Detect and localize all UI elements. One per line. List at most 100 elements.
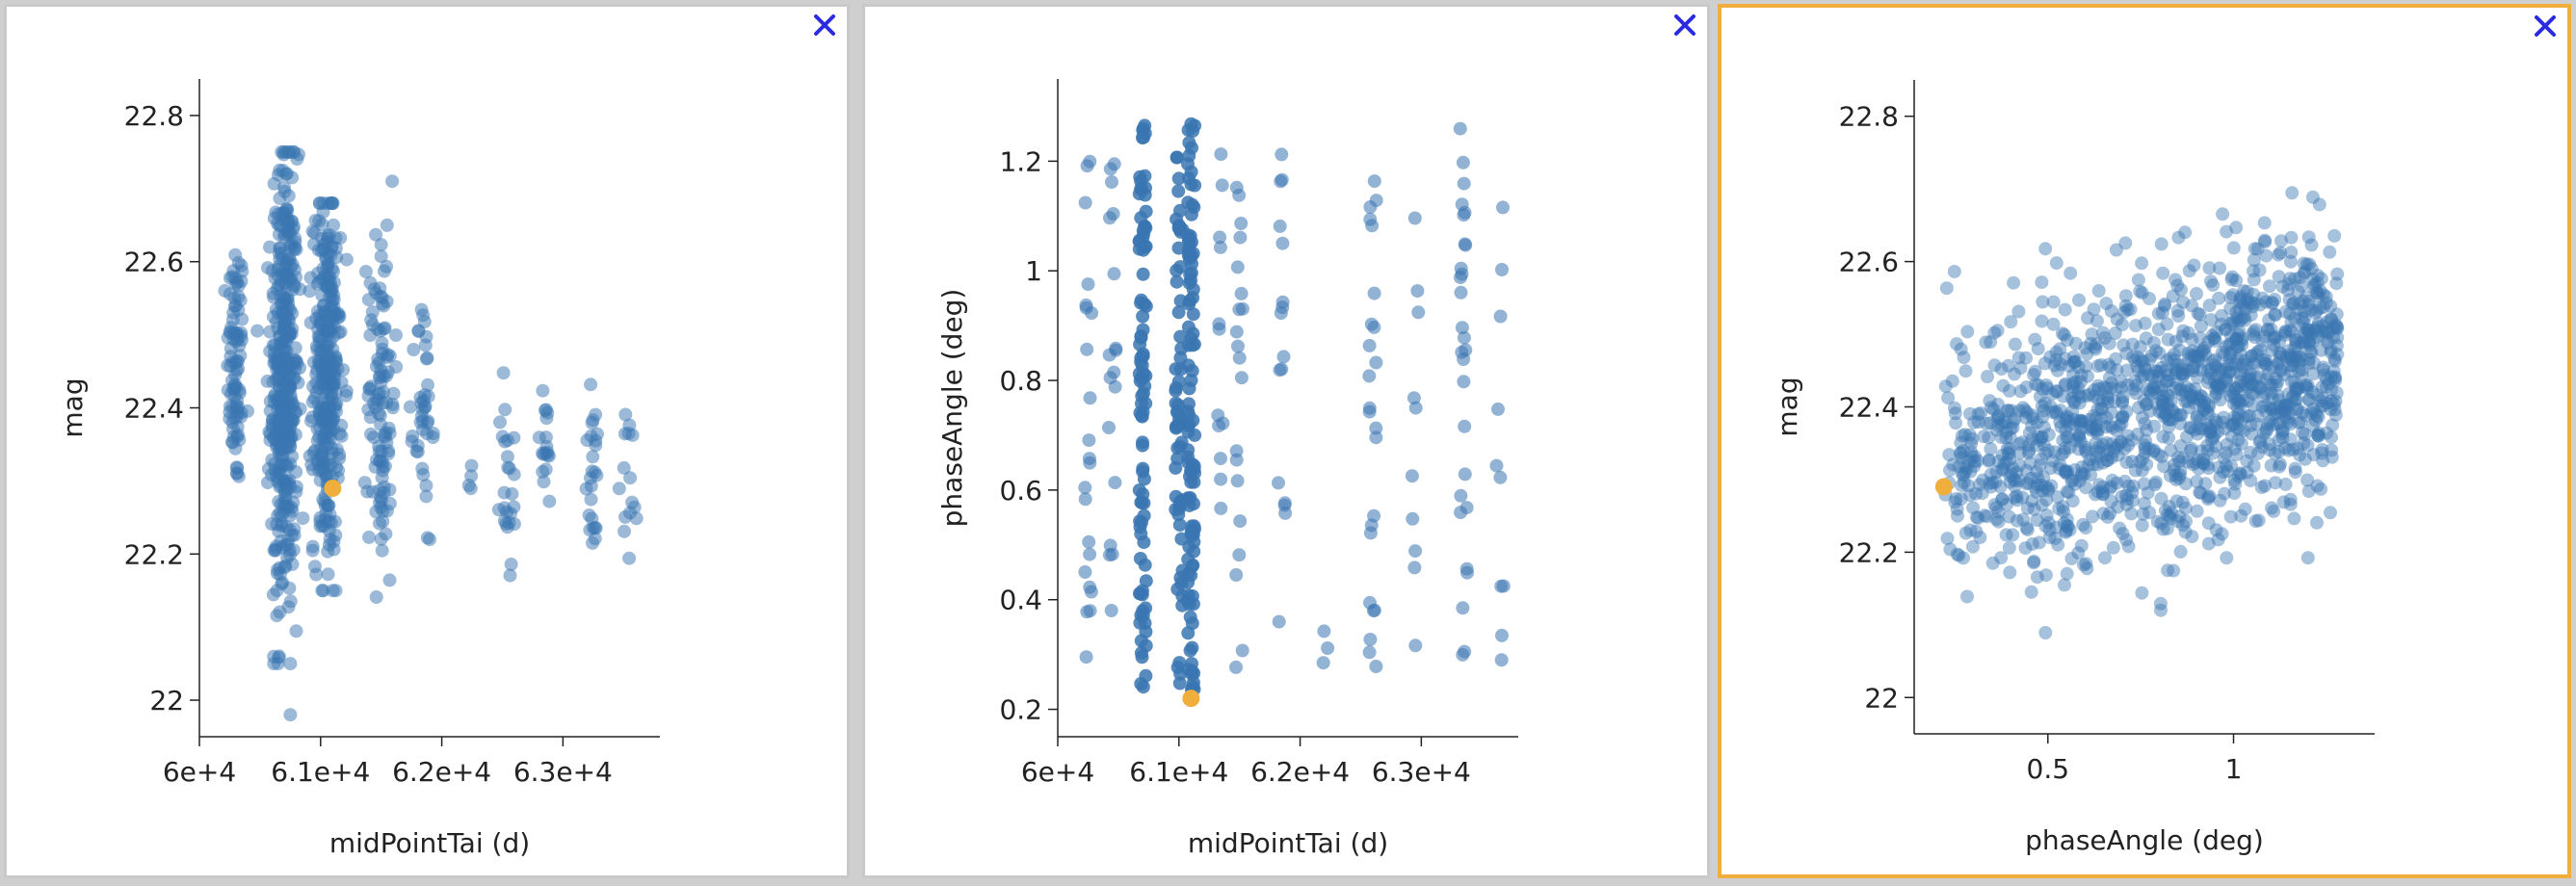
data-point xyxy=(1102,421,1116,434)
data-point xyxy=(2244,296,2258,310)
data-point xyxy=(503,568,517,583)
data-point xyxy=(1984,416,1998,430)
data-point xyxy=(2234,367,2247,380)
data-point xyxy=(1214,472,1228,486)
data-point xyxy=(1456,647,1470,662)
highlighted-point[interactable] xyxy=(324,479,342,497)
data-point xyxy=(585,464,599,479)
data-point xyxy=(1134,495,1148,509)
data-point xyxy=(2301,335,2316,350)
data-point xyxy=(2103,360,2117,375)
scatter-plot-phaseangle-vs-midpointtai[interactable]: 0.20.40.60.811.26e+4 6.1e+4 6.2e+4 6.3e+4mi… xyxy=(865,7,1713,881)
data-point xyxy=(2120,302,2135,317)
data-point xyxy=(2067,394,2082,408)
data-point xyxy=(2278,477,2293,491)
data-point xyxy=(2292,364,2306,378)
data-point xyxy=(2277,327,2292,342)
data-point xyxy=(2163,469,2177,482)
data-point xyxy=(2248,323,2263,337)
data-point xyxy=(2191,453,2205,467)
data-point xyxy=(411,324,426,338)
data-point xyxy=(416,308,431,323)
data-point xyxy=(2289,352,2303,367)
data-point xyxy=(2043,350,2058,364)
data-point xyxy=(2104,405,2118,420)
data-point xyxy=(1938,379,1953,394)
data-point xyxy=(1954,435,1968,450)
data-point xyxy=(2301,294,2316,308)
data-point xyxy=(1183,469,1196,483)
data-point xyxy=(2264,402,2277,415)
data-point xyxy=(2229,274,2244,288)
data-point xyxy=(2154,450,2169,464)
data-point xyxy=(2172,468,2187,482)
data-point xyxy=(320,278,334,293)
data-point xyxy=(283,594,298,609)
data-point xyxy=(375,471,389,485)
data-point xyxy=(2234,334,2248,348)
data-point xyxy=(1991,408,2006,423)
data-point xyxy=(1169,460,1183,475)
data-point xyxy=(1963,523,1978,537)
data-point xyxy=(1274,174,1288,189)
data-point xyxy=(289,465,303,479)
data-point xyxy=(1955,451,1969,465)
data-point xyxy=(498,403,513,417)
data-point xyxy=(2324,506,2337,520)
data-point xyxy=(2221,464,2235,479)
data-point xyxy=(2315,379,2329,394)
data-point xyxy=(2274,405,2289,420)
data-point xyxy=(1136,366,1150,380)
data-point xyxy=(2275,423,2290,437)
data-point xyxy=(305,543,320,558)
data-point xyxy=(1082,433,1096,448)
data-point xyxy=(285,528,300,542)
data-point xyxy=(2061,411,2074,426)
data-point xyxy=(1363,595,1377,610)
data-point xyxy=(2130,359,2144,374)
data-point xyxy=(1229,444,1244,458)
data-point xyxy=(2081,311,2094,326)
data-points xyxy=(1938,186,2345,639)
data-point xyxy=(2091,392,2106,406)
highlighted-point[interactable] xyxy=(1934,478,1953,496)
data-point xyxy=(270,609,284,623)
data-point xyxy=(1182,249,1196,263)
data-point xyxy=(2329,307,2344,322)
data-point xyxy=(2182,352,2195,367)
data-point xyxy=(463,482,478,496)
data-point xyxy=(381,444,396,458)
data-point xyxy=(2214,380,2228,395)
close-icon[interactable] xyxy=(2533,13,2558,39)
data-point xyxy=(2240,372,2254,386)
data-point xyxy=(1183,229,1197,244)
data-point xyxy=(2162,374,2176,388)
data-point xyxy=(2096,487,2110,502)
data-point xyxy=(1081,277,1095,292)
data-point xyxy=(231,255,246,270)
close-icon[interactable] xyxy=(812,13,837,38)
highlighted-point[interactable] xyxy=(1182,690,1200,708)
data-point xyxy=(2058,465,2072,479)
y-tick-label: 1 xyxy=(1025,255,1042,287)
data-point xyxy=(2193,344,2206,358)
data-point xyxy=(2024,472,2038,485)
close-icon[interactable] xyxy=(1672,13,1697,38)
data-point xyxy=(2074,538,2089,553)
data-point xyxy=(2240,409,2254,424)
data-point xyxy=(2325,430,2338,445)
data-point xyxy=(2158,406,2172,421)
data-point xyxy=(2229,394,2244,408)
data-point xyxy=(2151,306,2166,321)
data-point xyxy=(1406,391,1421,405)
data-point xyxy=(2000,497,2014,511)
data-point xyxy=(2227,442,2242,456)
data-point xyxy=(2008,490,2022,505)
data-point xyxy=(1079,650,1093,664)
data-point xyxy=(2325,370,2339,384)
data-point xyxy=(2208,389,2222,404)
data-point xyxy=(2277,368,2291,382)
data-point xyxy=(2022,444,2037,457)
